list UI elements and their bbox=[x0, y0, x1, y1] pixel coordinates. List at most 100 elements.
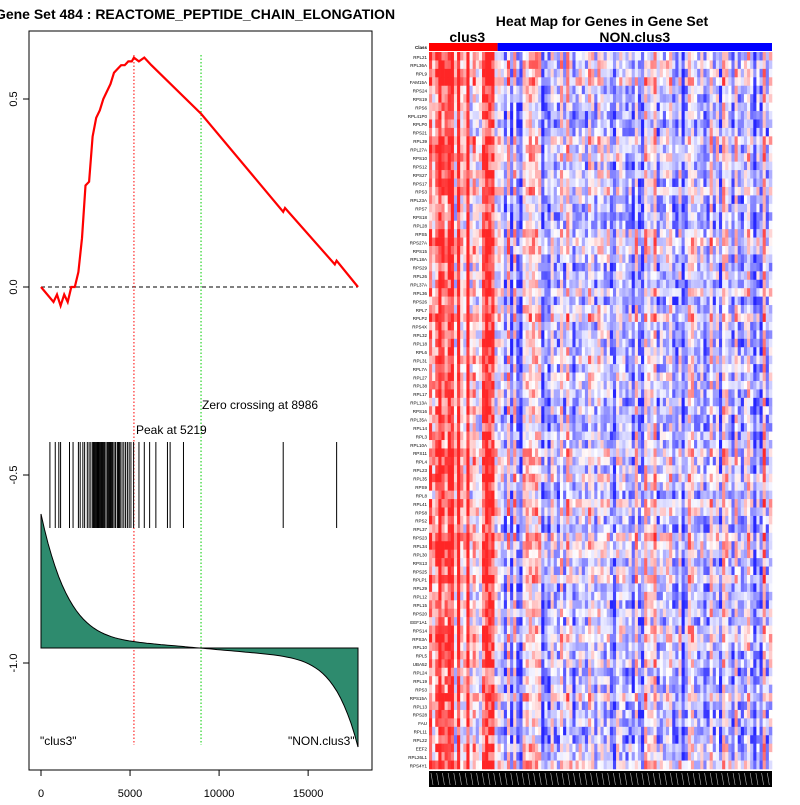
heatmap-cell bbox=[741, 322, 744, 331]
heatmap-cell bbox=[644, 330, 647, 339]
heatmap-cell bbox=[594, 381, 597, 390]
heatmap-cell bbox=[663, 111, 666, 120]
heatmap-cell bbox=[591, 119, 594, 128]
heatmap-cell bbox=[691, 415, 694, 424]
heatmap-cell bbox=[657, 162, 660, 171]
heatmap-cell bbox=[769, 111, 772, 120]
heatmap-cell bbox=[572, 162, 575, 171]
heatmap-cell bbox=[766, 128, 769, 137]
heatmap-cell bbox=[766, 330, 769, 339]
heatmap-cell bbox=[554, 221, 557, 230]
heatmap-cell bbox=[476, 356, 479, 365]
heatmap-cell bbox=[691, 330, 694, 339]
heatmap-cell bbox=[541, 322, 544, 331]
heatmap-cell bbox=[666, 415, 669, 424]
heatmap-cell bbox=[725, 288, 728, 297]
heatmap-cell bbox=[763, 373, 766, 382]
heatmap-cell bbox=[604, 305, 607, 314]
heatmap-cell bbox=[523, 221, 526, 230]
heatmap-cell bbox=[494, 221, 497, 230]
heatmap-cell bbox=[678, 389, 681, 398]
heatmap-cell bbox=[485, 162, 488, 171]
heatmap-cell bbox=[632, 77, 635, 86]
heatmap-cell bbox=[476, 52, 479, 61]
heatmap-cell bbox=[429, 297, 432, 306]
heatmap-cell bbox=[694, 94, 697, 103]
heatmap-cell bbox=[582, 305, 585, 314]
heatmap-cell bbox=[516, 381, 519, 390]
heatmap-cell bbox=[666, 238, 669, 247]
heatmap-cell bbox=[685, 170, 688, 179]
heatmap-cell bbox=[753, 297, 756, 306]
heatmap-cell bbox=[716, 313, 719, 322]
heatmap-cell bbox=[763, 221, 766, 230]
heatmap-cell bbox=[725, 128, 728, 137]
heatmap-cell bbox=[516, 347, 519, 356]
heatmap-cell bbox=[613, 179, 616, 188]
heatmap-cell bbox=[513, 153, 516, 162]
heatmap-cell bbox=[460, 221, 463, 230]
heatmap-cell bbox=[760, 212, 763, 221]
heatmap-cell bbox=[625, 212, 628, 221]
heatmap-cell bbox=[516, 60, 519, 69]
heatmap-cell bbox=[585, 221, 588, 230]
heatmap-cell bbox=[703, 406, 706, 415]
heatmap-cell bbox=[457, 103, 460, 112]
heatmap-cell bbox=[616, 69, 619, 78]
heatmap-cell bbox=[523, 364, 526, 373]
heatmap-cell bbox=[660, 339, 663, 348]
heatmap-cell bbox=[613, 170, 616, 179]
heatmap-cell bbox=[473, 364, 476, 373]
heatmap-cell bbox=[494, 305, 497, 314]
heatmap-cell bbox=[735, 170, 738, 179]
heatmap-cell bbox=[597, 339, 600, 348]
heatmap-cell bbox=[741, 136, 744, 145]
heatmap-cell bbox=[682, 111, 685, 120]
heatmap-cell bbox=[744, 313, 747, 322]
heatmap-cell bbox=[610, 153, 613, 162]
heatmap-cell bbox=[703, 77, 706, 86]
heatmap-cell bbox=[607, 170, 610, 179]
heatmap-cell bbox=[756, 288, 759, 297]
heatmap-cell bbox=[672, 212, 675, 221]
heatmap-cell bbox=[485, 373, 488, 382]
heatmap-cell bbox=[678, 313, 681, 322]
heatmap-cell bbox=[429, 204, 432, 213]
heatmap-cell bbox=[451, 179, 454, 188]
heatmap-cell bbox=[657, 415, 660, 424]
heatmap-cell bbox=[576, 356, 579, 365]
heatmap-cell bbox=[610, 77, 613, 86]
heatmap-cell bbox=[657, 313, 660, 322]
heatmap-cell bbox=[491, 162, 494, 171]
heatmap-cell bbox=[719, 86, 722, 95]
heatmap-cell bbox=[601, 398, 604, 407]
heatmap-cell bbox=[756, 271, 759, 280]
heatmap-cell bbox=[547, 212, 550, 221]
heatmap-cell bbox=[591, 136, 594, 145]
heatmap-cell bbox=[591, 212, 594, 221]
heatmap-cell bbox=[613, 288, 616, 297]
heatmap-cell bbox=[482, 389, 485, 398]
heatmap-cell bbox=[769, 195, 772, 204]
heatmap-cell bbox=[451, 297, 454, 306]
heatmap-cell bbox=[572, 288, 575, 297]
heatmap-cell bbox=[657, 297, 660, 306]
heatmap-cell bbox=[504, 263, 507, 272]
heatmap-cell bbox=[607, 254, 610, 263]
heatmap-cell bbox=[544, 271, 547, 280]
heatmap-cell bbox=[769, 94, 772, 103]
heatmap-cell bbox=[632, 187, 635, 196]
heatmap-cell bbox=[588, 136, 591, 145]
heatmap-cell bbox=[510, 356, 513, 365]
heatmap-cell bbox=[438, 246, 441, 255]
heatmap-cell bbox=[445, 153, 448, 162]
heatmap-cell bbox=[675, 162, 678, 171]
heatmap-cell bbox=[488, 170, 491, 179]
heatmap-cell bbox=[647, 119, 650, 128]
heatmap-cell bbox=[551, 111, 554, 120]
heatmap-cell bbox=[744, 297, 747, 306]
heatmap-cell bbox=[725, 406, 728, 415]
heatmap-cell bbox=[644, 381, 647, 390]
heatmap-cell bbox=[451, 305, 454, 314]
heatmap-cell bbox=[516, 179, 519, 188]
